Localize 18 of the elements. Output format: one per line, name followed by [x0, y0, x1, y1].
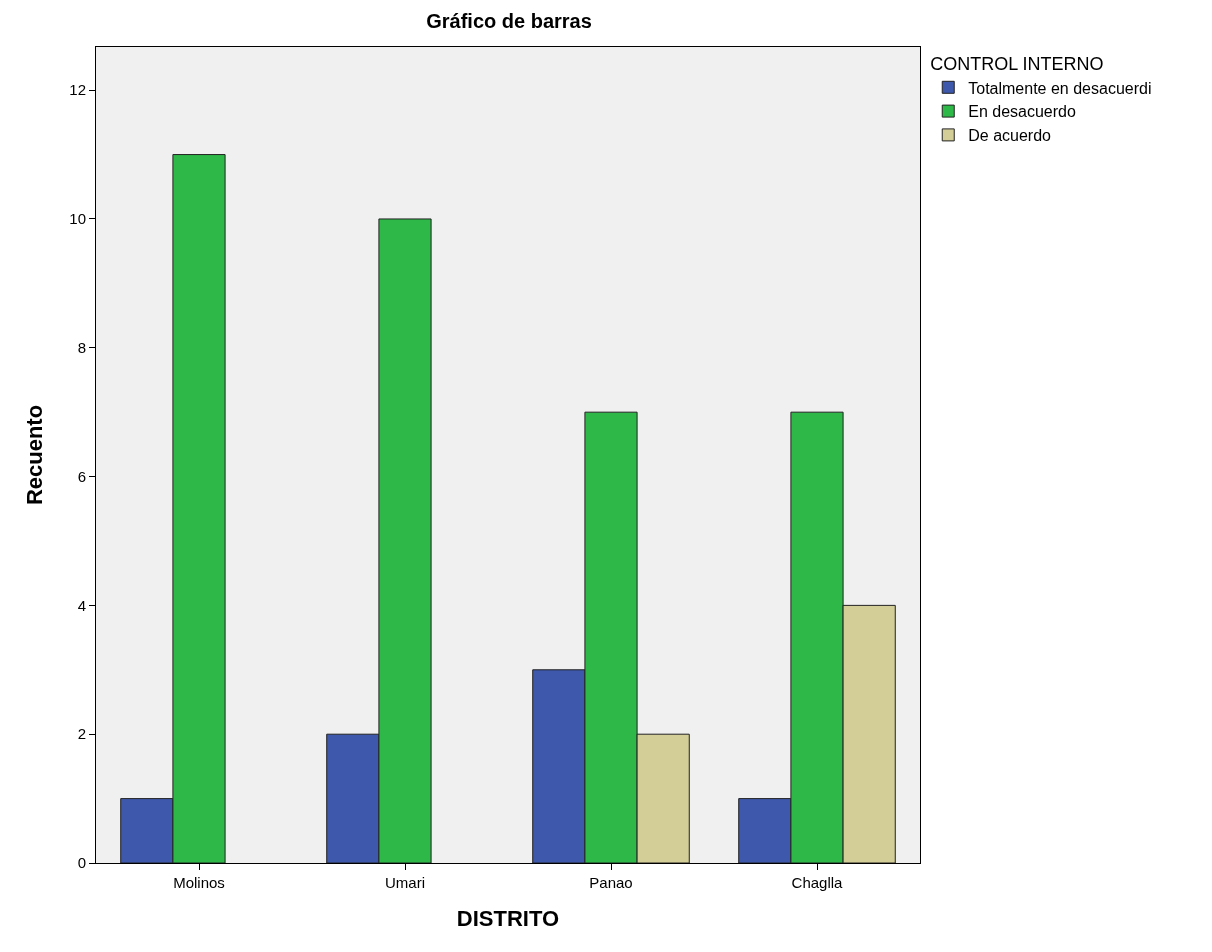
- y-tick-label: 0: [77, 854, 86, 872]
- chart-title: Gráfico de barras: [426, 10, 592, 33]
- x-tick-label: Panao: [589, 874, 633, 891]
- legend-label: En desacuerdo: [968, 103, 1076, 121]
- y-tick-label: 8: [77, 339, 86, 357]
- y-tick-label: 6: [77, 467, 86, 485]
- y-axis-title: Recuento: [22, 404, 48, 506]
- x-tick-label: Molinos: [173, 874, 225, 891]
- x-axis-title: DISTRITO: [456, 905, 560, 931]
- x-tick-label: Chaglla: [791, 874, 844, 891]
- x-tick-label: Umari: [385, 874, 425, 891]
- y-tick-label: 10: [69, 210, 86, 228]
- y-tick-label: 2: [77, 725, 86, 743]
- legend-label: De acuerdo: [968, 127, 1052, 145]
- y-tick-label: 4: [77, 596, 86, 614]
- legend-title: CONTROL INTERNO: [930, 54, 1104, 75]
- legend-label: Totalmente en desacuerdi: [968, 79, 1152, 97]
- y-tick-label: 12: [69, 81, 86, 99]
